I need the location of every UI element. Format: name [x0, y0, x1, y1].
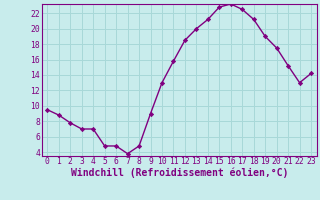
X-axis label: Windchill (Refroidissement éolien,°C): Windchill (Refroidissement éolien,°C)	[70, 168, 288, 178]
